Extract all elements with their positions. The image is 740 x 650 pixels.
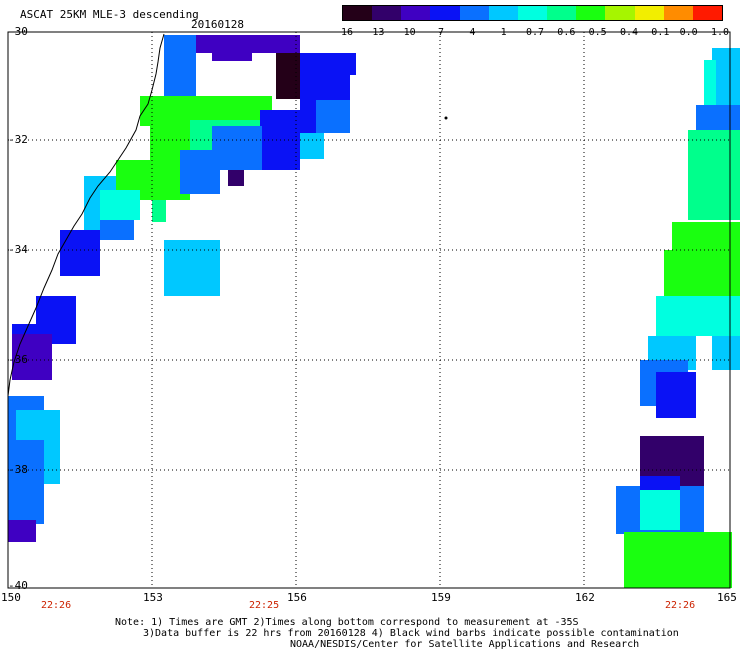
lon-label: 162 [575, 591, 595, 604]
lon-label: 165 [717, 591, 737, 604]
colorbar-tick-label: -10 [397, 27, 416, 38]
colorbar-segment [372, 6, 402, 20]
lon-label: 159 [431, 591, 451, 604]
colorbar [342, 5, 723, 21]
swath-time: 22:26 [41, 600, 72, 611]
footnote-line-1: Note: 1) Times are GMT 2)Times along bot… [115, 617, 579, 628]
lat-label: -40 [8, 579, 28, 592]
plot-frame [7, 31, 731, 589]
coastline [7, 33, 165, 397]
colorbar-tick-label: -0.7 [519, 27, 545, 38]
colorbar-tick-label: -4 [463, 27, 476, 38]
colorbar-tick-label: -16 [334, 27, 354, 38]
swath-time: 22:25 [249, 600, 280, 611]
colorbar-tick-label: -0.6 [551, 27, 576, 38]
colorbar-segment [459, 6, 489, 20]
colorbar-tick-label: -7 [431, 27, 445, 38]
map-date: 20160128 [191, 18, 244, 31]
colorbar-segment [401, 6, 431, 20]
colorbar-tick-label: -0.4 [613, 27, 639, 38]
lat-label: -32 [8, 133, 28, 146]
colorbar-segment [605, 6, 635, 20]
colorbar-segment [692, 6, 723, 20]
lon-label: 153 [143, 591, 163, 604]
colorbar-tick-label: -1 [494, 27, 507, 38]
lat-label: -30 [8, 25, 28, 38]
colorbar-tick-label: -0.1 [645, 27, 670, 38]
colorbar-segment [343, 6, 373, 20]
colorbar-segment [663, 6, 693, 20]
colorbar-segment [517, 6, 548, 20]
colorbar-segment [430, 6, 460, 20]
colorbar-segment [576, 6, 606, 20]
lat-label: -36 [8, 353, 28, 366]
swath-east [616, 48, 740, 588]
footnote-line-3: NOAA/NESDIS/Center for Satellite Applica… [290, 639, 640, 650]
colorbar-tick-label: -13 [366, 27, 385, 38]
colorbar-segment [488, 6, 518, 20]
colorbar-tick-label: 0.0 [679, 27, 698, 38]
lon-label: 150 [1, 591, 21, 604]
footnote-line-2: 3)Data buffer is 22 hrs from 20160128 4)… [143, 628, 679, 639]
swath-west [8, 35, 356, 542]
colorbar-segment [634, 6, 664, 20]
lon-label: 156 [287, 591, 307, 604]
swath-time: 22:26 [665, 600, 696, 611]
colorbar-tick-label: -0.5 [582, 27, 607, 38]
colorbar-tick-label: 1.0 [710, 27, 730, 38]
lat-label: -34 [8, 243, 28, 256]
gridlines [8, 32, 730, 588]
map-title: ASCAT 25KM MLE-3 descending [20, 8, 199, 21]
colorbar-segment [547, 6, 577, 20]
lat-label: -38 [8, 463, 28, 476]
